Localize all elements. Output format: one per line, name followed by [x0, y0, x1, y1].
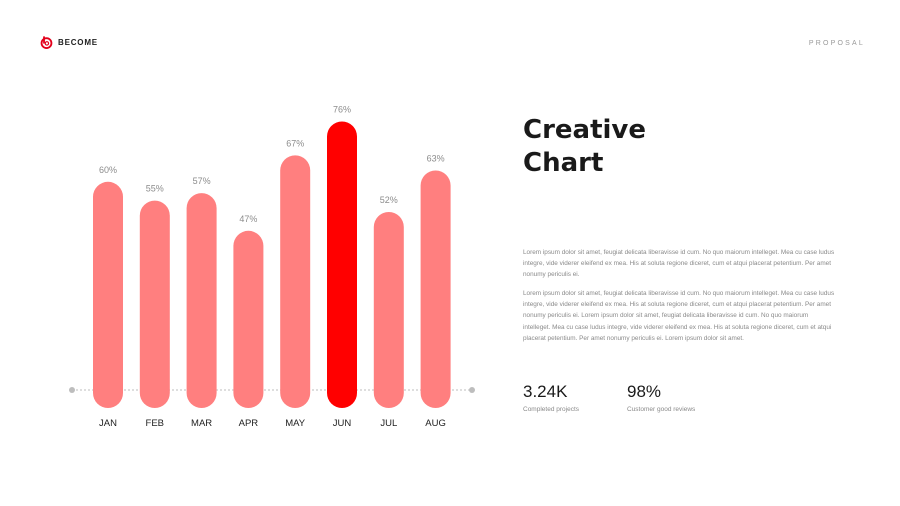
- bar-chart-svg: 60% JAN 55% FEB 57% MAR 47% APR 67% MAY 76% JUN 52% J…: [69, 104, 475, 429]
- body-paragraph-2: Lorem ipsum dolor sit amet, feugiat deli…: [523, 290, 835, 342]
- bar-mar: [186, 193, 217, 408]
- category-label-jul: JUL: [380, 418, 397, 429]
- bar-chart: 60% JAN 55% FEB 57% MAR 47% APR 67% MAY 76% JUN 52% J…: [69, 104, 475, 429]
- stat-label: Completed projects: [523, 406, 579, 413]
- data-label-feb: 55%: [146, 184, 164, 194]
- stat-label: Customer good reviews: [627, 406, 696, 413]
- stat-value: 3.24K: [523, 382, 568, 401]
- bar-aug: [420, 170, 451, 408]
- brand-logo-icon: [40, 36, 53, 49]
- header-proposal-label: PROPOSAL: [808, 40, 865, 47]
- stat-good-reviews: 98% Customer good reviews: [627, 381, 695, 413]
- baseline-start-dot: [69, 387, 75, 393]
- title-line-2: Chart: [523, 148, 604, 178]
- bar-jun: [327, 121, 357, 408]
- category-label-mar: MAR: [191, 418, 212, 429]
- data-label-may: 67%: [286, 138, 304, 148]
- data-label-jul: 52%: [380, 195, 398, 205]
- bar-jul: [373, 211, 404, 408]
- body-paragraph-1: Lorem ipsum dolor sit amet, feugiat deli…: [523, 249, 835, 279]
- brand-name: BECOME: [58, 38, 98, 47]
- bar-jan: [93, 181, 123, 408]
- category-label-may: MAY: [285, 418, 306, 429]
- category-label-feb: FEB: [146, 418, 164, 429]
- title-line-1: Creative: [523, 115, 647, 145]
- category-label-apr: APR: [239, 418, 259, 429]
- category-label-jun: JUN: [333, 418, 352, 429]
- stat-value: 98%: [627, 382, 662, 401]
- bar-feb: [139, 200, 170, 408]
- brand-logo[interactable]: BECOME: [40, 36, 98, 49]
- category-label-aug: AUG: [425, 418, 446, 429]
- data-label-jan: 60%: [99, 165, 117, 175]
- bar-apr: [233, 230, 264, 408]
- page-title: Creative Chart: [523, 114, 646, 180]
- data-label-aug: 63%: [427, 153, 445, 163]
- category-label-jan: JAN: [99, 418, 117, 429]
- data-label-jun: 76%: [333, 104, 351, 114]
- data-label-apr: 47%: [239, 214, 257, 224]
- bar-may: [280, 155, 311, 408]
- stat-completed-projects: 3.24K Completed projects: [523, 381, 579, 413]
- data-label-mar: 57%: [193, 176, 211, 186]
- baseline-end-dot: [469, 387, 475, 393]
